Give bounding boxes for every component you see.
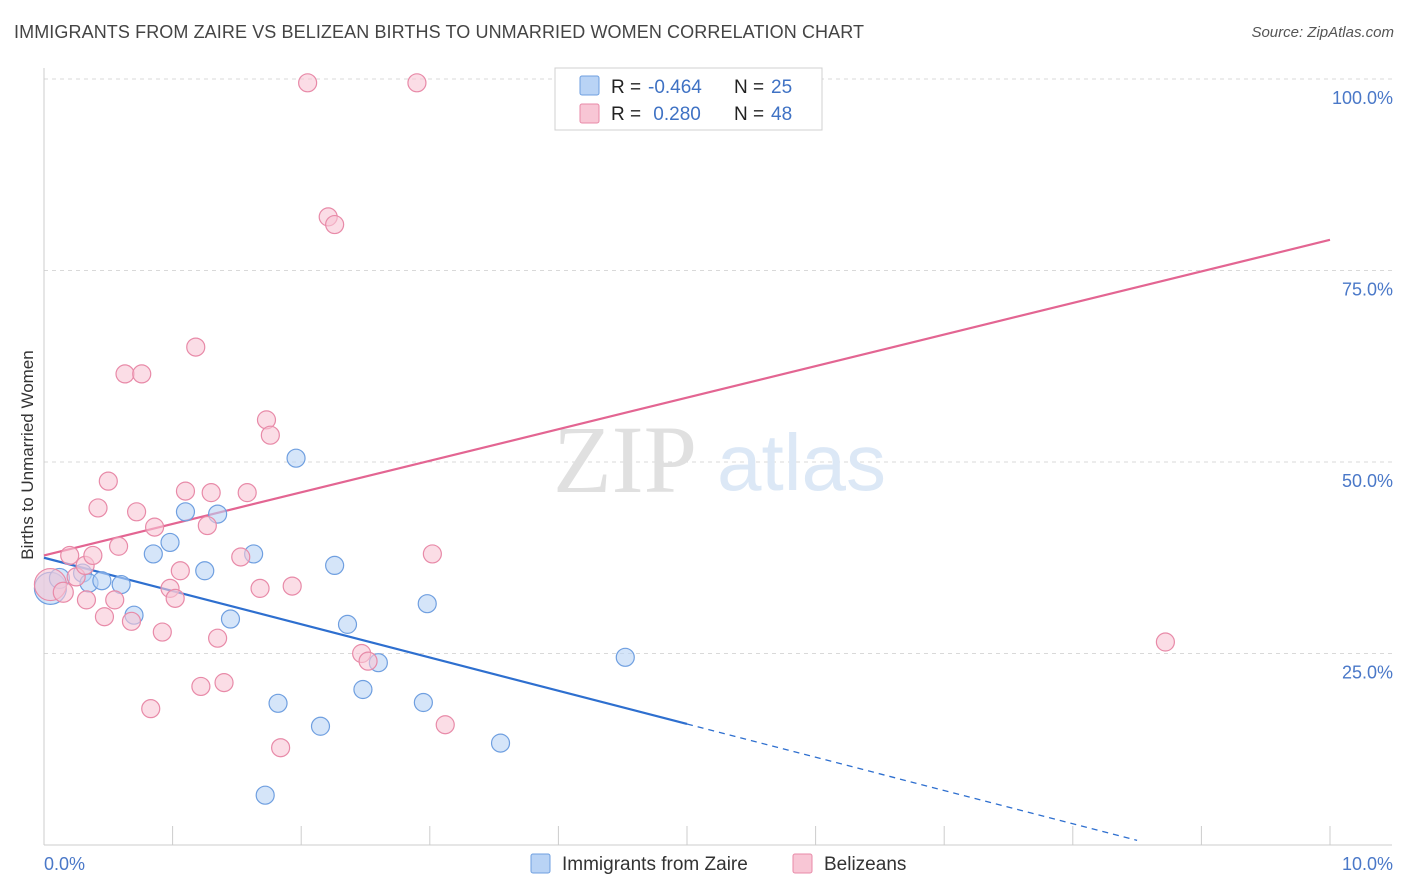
chart-title: IMMIGRANTS FROM ZAIRE VS BELIZEAN BIRTHS… [14,22,865,42]
data-point-zaire [325,555,345,576]
x-tick-label-right: 10.0% [1342,854,1393,874]
data-point-zaire [490,733,511,753]
trend-lines [43,238,1331,842]
source-attribution: Source: ZipAtlas.com [1251,24,1394,41]
data-point-belizeans [170,561,190,581]
legend-r-label-2: R = [611,104,641,125]
data-point-belizeans [1155,632,1175,652]
data-point-belizeans [152,622,172,642]
data-point-belizeans [282,576,302,596]
data-point-zaire [175,502,196,522]
series-legend-label-belizeans: Belizeans [824,854,906,875]
legend-swatch-blue [579,75,600,96]
data-point-belizeans [191,676,211,697]
watermark-atlas-text: atlas [717,418,886,507]
x-tick-label-left: 0.0% [44,854,85,874]
trend-line-zaire [43,556,688,726]
correlation-legend: R = -0.464 N = 25 R = 0.280 N = 48 [554,67,823,131]
data-point-zaire [337,614,358,634]
data-point-zaire [286,448,306,468]
legend-n-label-2: N = [734,104,764,125]
data-point-belizeans [197,515,217,536]
data-point-belizeans [271,738,291,758]
data-point-belizeans [60,545,80,566]
data-point-belizeans [144,517,165,537]
trend-line-belizeans [43,238,1331,557]
y-tick-label-25: 25.0% [1342,663,1393,683]
series-legend: Immigrants from Zaire Belizeans [530,853,906,875]
data-point-zaire [255,785,275,805]
data-point-zaire [310,716,331,736]
data-point-zaire [220,609,241,629]
y-tick-label-100: 100.0% [1332,88,1393,108]
data-point-belizeans [108,536,129,556]
data-point-belizeans [76,590,97,610]
data-point-zaire [615,647,635,667]
series-legend-swatch-zaire [530,853,551,874]
y-tick-label-50: 50.0% [1342,471,1393,491]
data-point-belizeans [165,588,185,608]
y-tick-labels: 100.0% 75.0% 50.0% 25.0% [1332,88,1393,683]
data-point-belizeans [201,483,221,503]
data-point-zaire [143,544,163,564]
data-point-belizeans [175,481,196,501]
data-point-belizeans [358,651,378,671]
legend-n-value-2: 48 [771,104,792,125]
y-axis-title: Births to Unmarried Women [18,350,37,559]
legend-n-value-1: 25 [771,77,792,98]
data-point-zaire [353,679,373,700]
axes [43,68,1392,846]
data-point-belizeans [52,581,74,603]
data-point-belizeans [422,544,442,564]
legend-r-value-2: 0.280 [648,104,701,125]
data-point-belizeans [407,73,427,93]
data-point-belizeans [231,547,251,567]
data-point-belizeans [298,73,318,93]
data-point-belizeans [325,214,345,235]
data-point-belizeans [83,545,103,566]
data-point-zaire [413,692,433,713]
series-legend-swatch-belizeans [792,853,813,874]
data-point-belizeans [94,607,115,627]
data-point-belizeans [186,337,206,357]
data-point-zaire [195,561,215,581]
data-point-zaire [92,571,112,591]
legend-r-label-1: R = [611,77,641,98]
data-point-belizeans [98,471,118,491]
data-point-belizeans [208,628,228,648]
data-point-zaire [268,693,288,713]
series-legend-label-zaire: Immigrants from Zaire [562,854,748,875]
data-point-belizeans [88,498,108,518]
data-point-belizeans [141,699,161,719]
legend-n-label-1: N = [734,77,764,98]
legend-swatch-pink [579,103,600,124]
data-point-belizeans [121,611,142,631]
grid-lines [44,78,1392,654]
data-points [33,73,1175,805]
data-point-belizeans [260,425,280,445]
trend-line-zaire-extension [686,723,1138,842]
data-point-belizeans [214,673,234,693]
data-point-belizeans [132,364,152,384]
data-point-belizeans [250,578,270,598]
watermark-zip-text: ZIP [553,406,697,513]
data-point-zaire [160,532,180,553]
data-point-belizeans [435,715,455,735]
data-point-belizeans [126,502,147,522]
data-point-belizeans [105,590,125,610]
legend-r-value-1: -0.464 [648,77,702,98]
data-point-zaire [417,594,437,614]
data-point-belizeans [115,364,135,384]
watermark: ZIP atlas [553,406,886,513]
y-tick-label-75: 75.0% [1342,280,1393,300]
data-point-belizeans [237,483,257,503]
